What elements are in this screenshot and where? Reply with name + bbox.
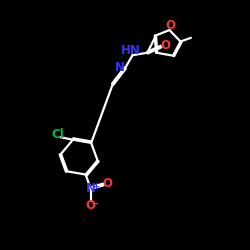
Text: N: N	[86, 182, 96, 195]
Text: O: O	[102, 177, 113, 190]
Text: O: O	[160, 39, 170, 52]
Text: +: +	[92, 182, 100, 191]
Text: HN: HN	[121, 44, 141, 57]
Text: −: −	[92, 199, 100, 209]
Text: Cl: Cl	[51, 128, 64, 141]
Text: N: N	[115, 61, 125, 74]
Text: O: O	[166, 19, 176, 32]
Text: O: O	[86, 200, 96, 212]
